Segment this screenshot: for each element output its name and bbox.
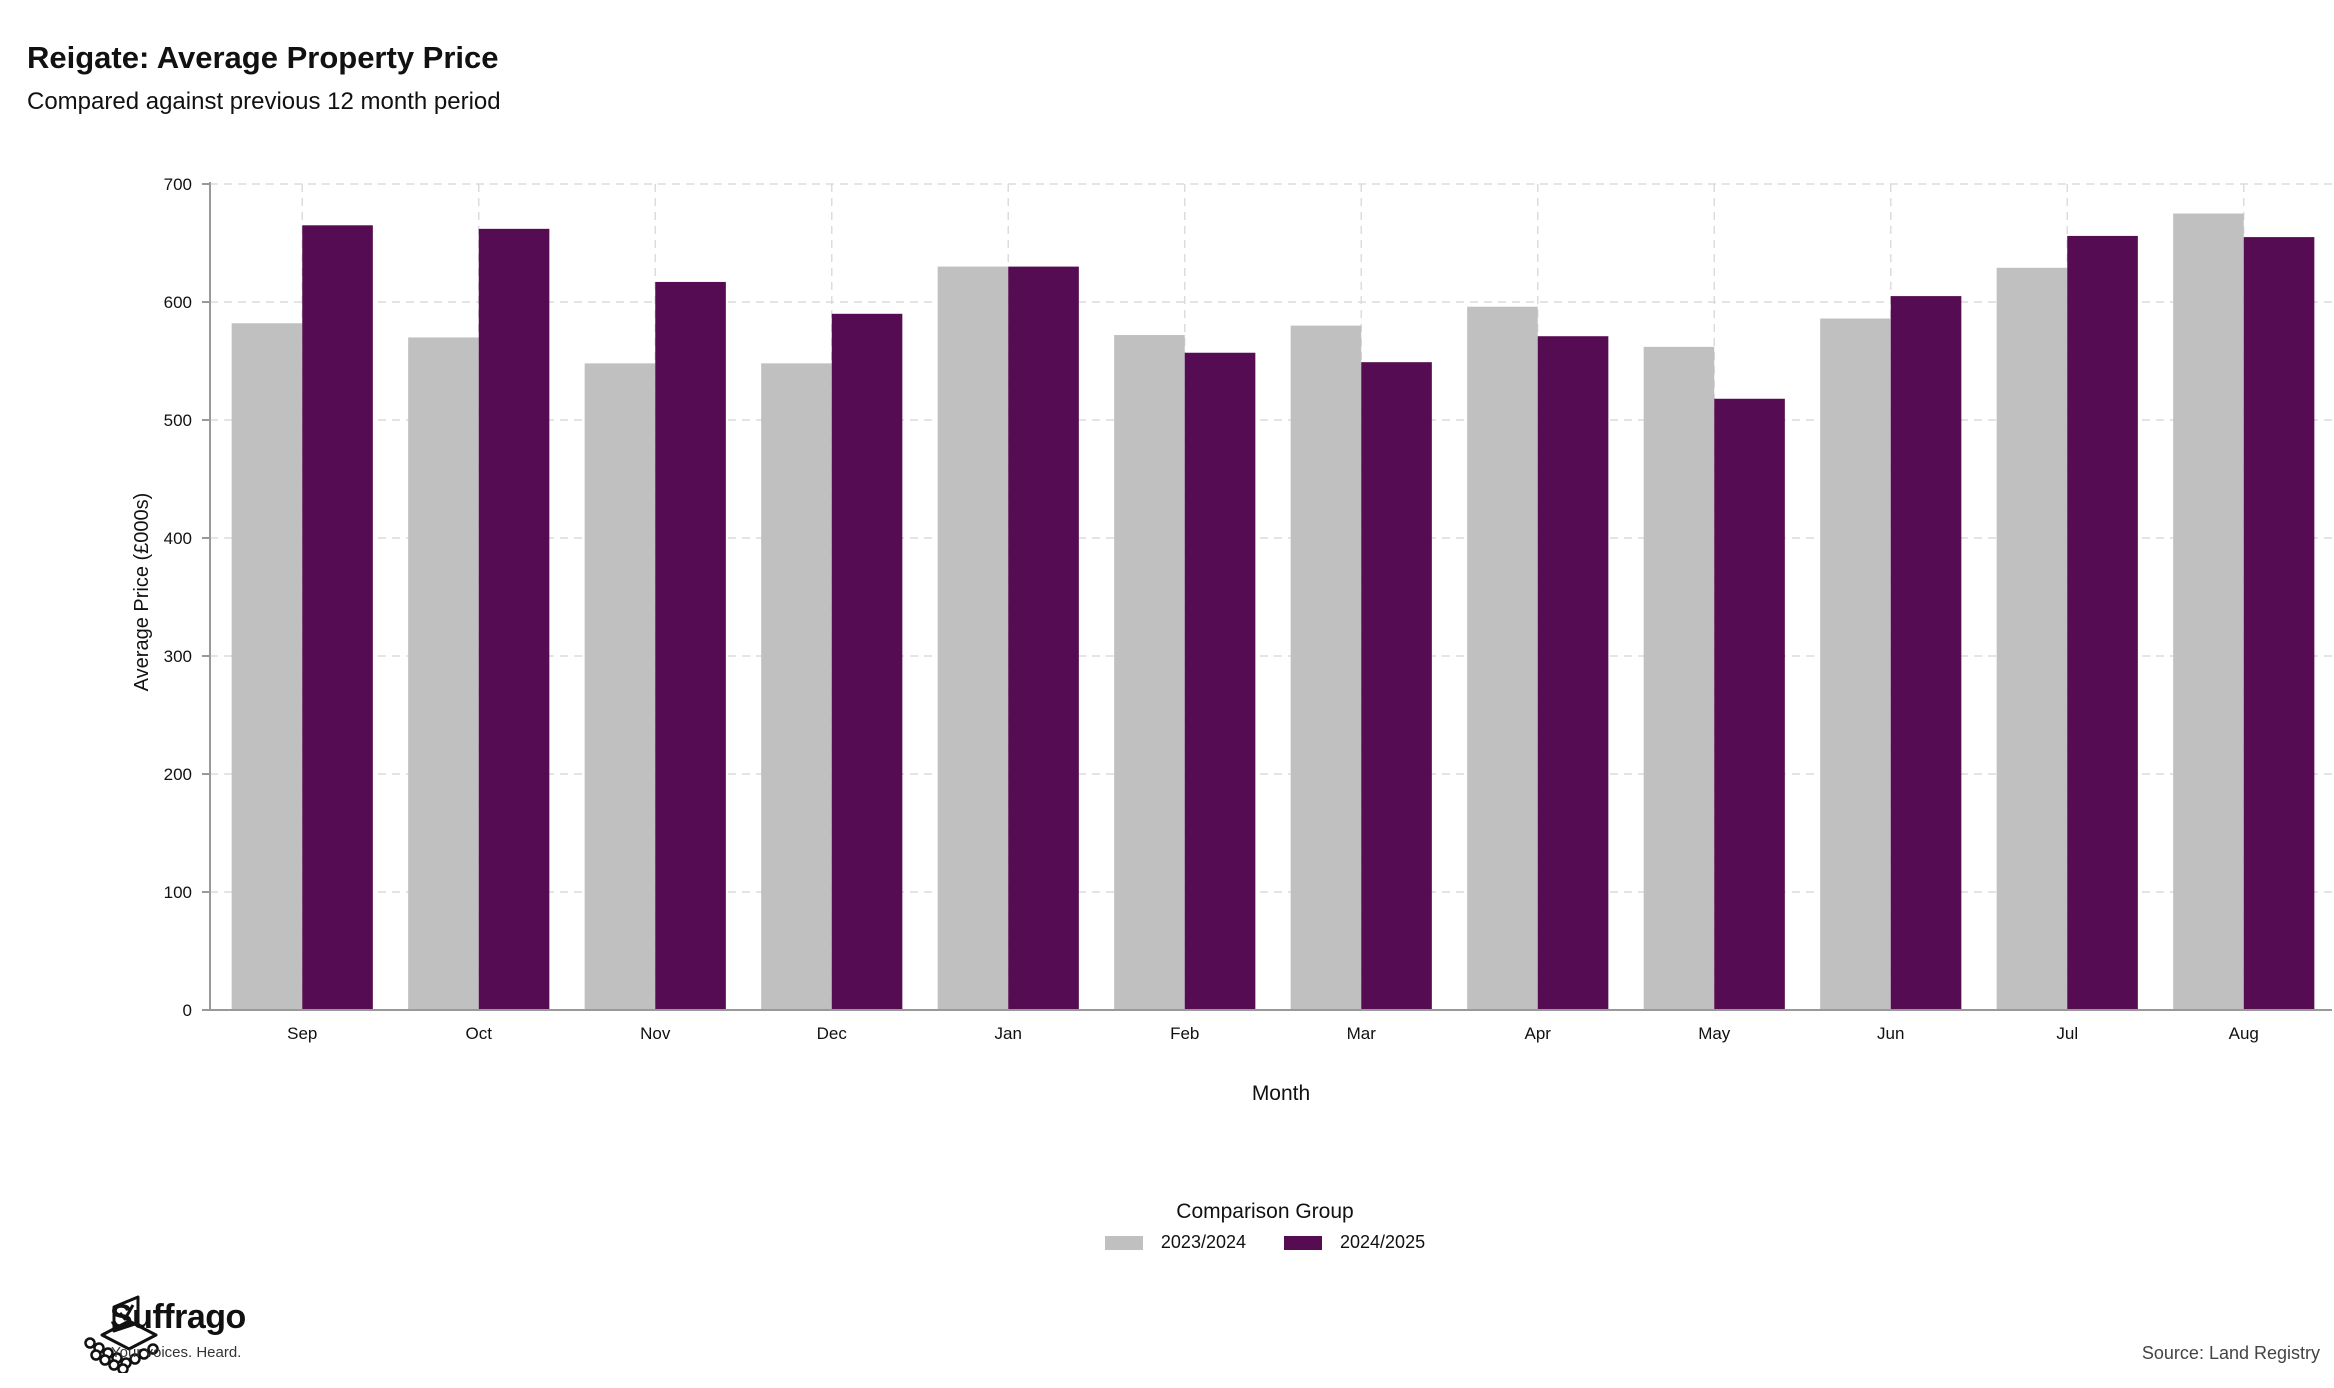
legend-item-2024-2025: 2024/2025 [1284,1232,1425,1253]
x-tick-label: May [1698,1024,1731,1043]
bar-aug-2023-2024 [2173,213,2244,1010]
bar-may-2023-2024 [1643,346,1715,1011]
x-tick-label: Apr [1525,1024,1552,1043]
legend-title: Comparison Group [1176,1200,1354,1223]
bar-dec-2023-2024 [761,363,832,1010]
x-tick-label: Nov [640,1024,671,1043]
x-tick-label: Jun [1877,1024,1904,1043]
bar-nov-2024-2025 [655,281,726,1010]
bar-nov-2023-2024 [584,363,656,1010]
bar-feb-2023-2024 [1114,335,1185,1010]
y-tick-label: 200 [164,765,192,784]
x-tick-label: Jan [995,1024,1022,1043]
x-tick-label: Jul [2056,1024,2078,1043]
x-tick-label: Oct [466,1024,493,1043]
y-tick-label: 300 [164,647,192,666]
x-axis-title: Month [1252,1082,1310,1105]
bar-chart: 0 100 200 300 400 500 600 700 Sep Oct Nov Dec Jan Feb… [131,175,2332,1105]
bar-jun-2024-2025 [1890,296,1962,1011]
logo-tagline: Your voices. Heard. [111,1344,242,1361]
bar-sep-2024-2025 [302,225,373,1011]
x-tick-label: Sep [287,1024,317,1043]
ballot-box-logo-icon [84,1295,159,1373]
x-tick-label: Aug [2229,1024,2259,1043]
source-note: Source: Land Registry [2141,1343,2320,1363]
legend: Comparison Group 2023/2024 2024/2025 [0,1200,2334,1253]
bar-may-2024-2025 [1714,398,1785,1010]
x-tick-label: Feb [1170,1024,1199,1043]
bar-oct-2024-2025 [478,228,550,1011]
bar-jul-2024-2025 [2067,235,2138,1011]
bar-apr-2024-2025 [1537,336,1609,1011]
y-tick-label: 100 [164,883,192,902]
y-tick-label: 600 [164,293,192,312]
legend-swatch-2024-2025 [1284,1235,1322,1250]
bar-apr-2023-2024 [1467,306,1538,1011]
bar-jan-2024-2025 [1008,266,1079,1011]
chart-title: Reigate: Average Property Price [27,40,499,75]
bar-jan-2023-2024 [937,266,1009,1011]
bar-mar-2023-2024 [1290,325,1362,1011]
y-tick-label: 500 [164,411,192,430]
bar-jul-2023-2024 [1996,267,2068,1010]
bar-sep-2023-2024 [231,323,303,1010]
chart-subtitle: Compared against previous 12 month perio… [27,88,501,115]
y-tick-label: 0 [183,1001,192,1020]
legend-item-2023-2024: 2023/2024 [1104,1232,1246,1253]
bar-oct-2023-2024 [408,337,479,1010]
bar-feb-2024-2025 [1184,352,1256,1010]
logo-name: Suffrago [110,1298,246,1336]
bar-dec-2024-2025 [831,313,903,1010]
y-axis-title: Average Price (£000s) [131,493,153,692]
y-tick-label: 700 [164,175,192,194]
legend-label-2024-2025: 2024/2025 [1340,1232,1426,1252]
y-tick-label: 400 [164,529,192,548]
x-tick-label: Mar [1347,1024,1377,1043]
legend-label-2023-2024: 2023/2024 [1160,1232,1246,1252]
x-tick-label: Dec [817,1024,848,1043]
bar-aug-2024-2025 [2243,237,2315,1011]
bar-mar-2024-2025 [1361,362,1432,1010]
bar-jun-2023-2024 [1820,318,1891,1010]
legend-swatch-2023-2024 [1104,1235,1143,1250]
